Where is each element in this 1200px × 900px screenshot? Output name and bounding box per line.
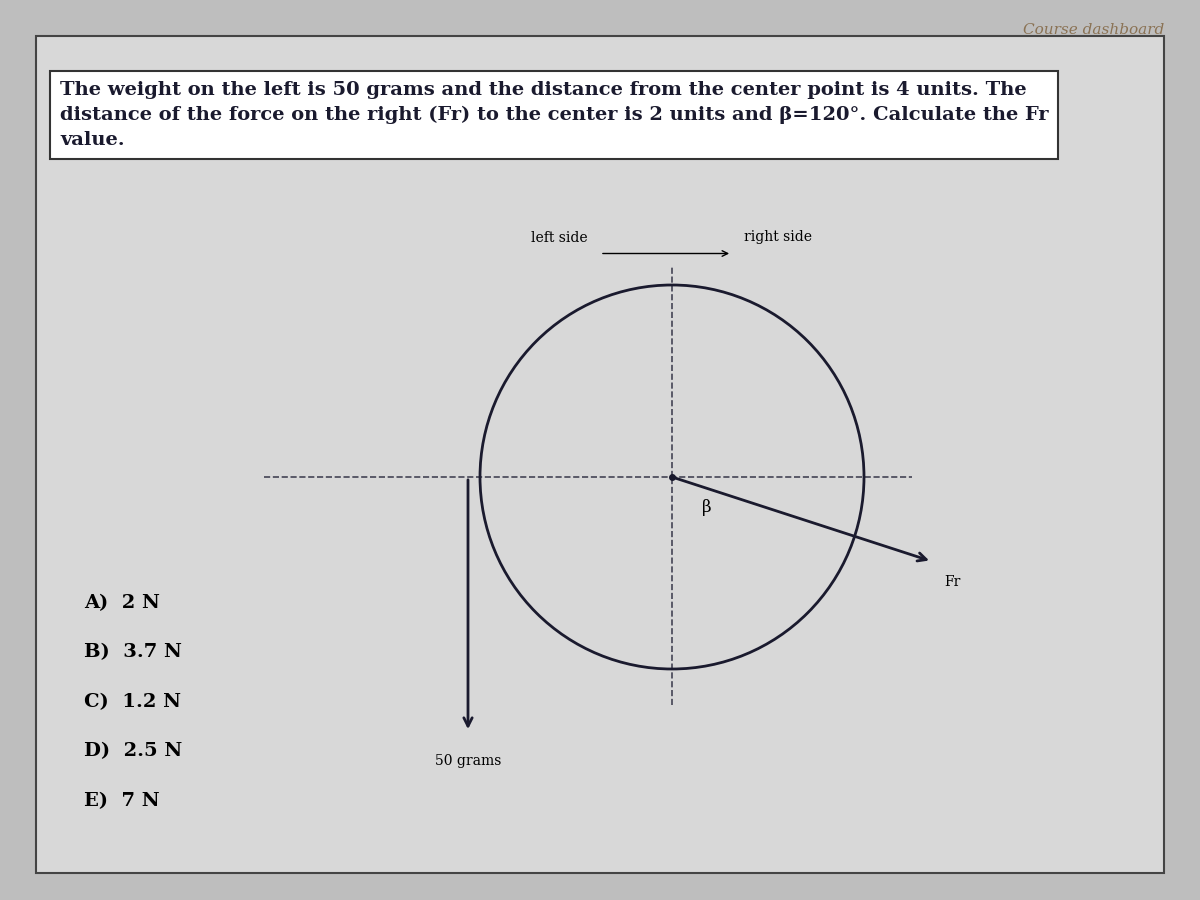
Text: right side: right side — [744, 230, 812, 245]
Text: β: β — [702, 500, 712, 517]
Text: Course dashboard: Course dashboard — [1022, 22, 1164, 37]
Text: Fr: Fr — [944, 575, 960, 589]
Text: C)  1.2 N: C) 1.2 N — [84, 693, 181, 711]
Text: The weight on the left is 50 grams and the distance from the center point is 4 u: The weight on the left is 50 grams and t… — [60, 81, 1049, 149]
Text: left side: left side — [532, 230, 588, 245]
Text: E)  7 N: E) 7 N — [84, 792, 160, 810]
Text: B)  3.7 N: B) 3.7 N — [84, 644, 182, 662]
Text: 50 grams: 50 grams — [434, 754, 502, 769]
Text: D)  2.5 N: D) 2.5 N — [84, 742, 182, 760]
Text: A)  2 N: A) 2 N — [84, 594, 160, 612]
